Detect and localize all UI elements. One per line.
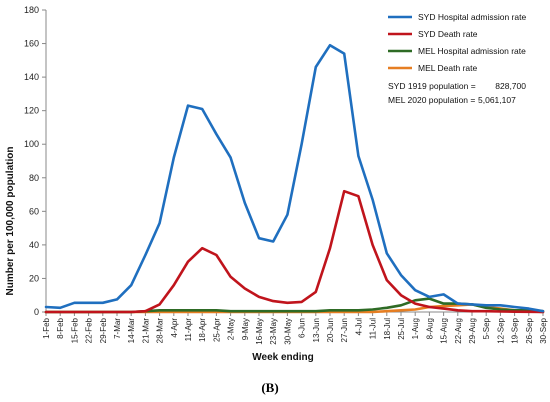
y-tick-label: 160 — [24, 39, 39, 49]
legend-label: SYD Hospital admission rate — [418, 12, 526, 22]
x-tick-label: 30-May — [283, 318, 292, 345]
x-tick-label: 29-Aug — [468, 318, 477, 344]
x-tick-label: 1-Feb — [42, 317, 51, 338]
population-note-label: MEL 2020 population = — [388, 95, 475, 105]
x-tick-label: 21-Mar — [141, 318, 150, 344]
x-tick-label: 26-Sep — [525, 317, 534, 343]
x-tick-label: 29-Feb — [99, 317, 108, 343]
x-tick-label: 22-Feb — [85, 317, 94, 343]
x-tick-label: 16-May — [255, 318, 264, 345]
figure-caption: (B) — [261, 380, 278, 395]
y-tick-label: 120 — [24, 106, 39, 116]
y-tick-label: 180 — [24, 5, 39, 15]
y-tick-label: 20 — [29, 273, 39, 283]
x-tick-label: 19-Sep — [511, 317, 520, 343]
x-tick-label: 6-Jun — [298, 318, 307, 338]
x-tick-label: 2-May — [227, 318, 236, 340]
x-tick-label: 25-Jul — [397, 318, 406, 340]
population-note-value: 5,061,107 — [478, 95, 516, 105]
series-line-1 — [44, 189, 545, 314]
x-tick-label: 22-Aug — [454, 318, 463, 344]
x-tick-label: 28-Mar — [156, 318, 165, 344]
x-tick-label: 11-Apr — [184, 318, 193, 342]
y-axis-title: Number per 100,000 population — [5, 147, 16, 296]
y-tick-label: 0 — [34, 307, 39, 317]
x-tick-label: 18-Jul — [383, 318, 392, 340]
x-tick-label: 25-Apr — [212, 318, 221, 342]
y-tick-label: 40 — [29, 240, 39, 250]
series-line-0 — [44, 43, 545, 313]
x-axis-title: Week ending — [252, 352, 314, 363]
x-tick-label: 15-Aug — [440, 318, 449, 344]
population-note-label: SYD 1919 population = — [388, 81, 476, 91]
x-tick-label: 13-Jun — [312, 318, 321, 342]
x-tick-label: 1-Aug — [411, 318, 420, 339]
x-tick-label: 9-May — [241, 318, 250, 340]
legend: SYD Hospital admission rate SYD Death rat… — [388, 12, 526, 73]
x-tick-label: 8-Aug — [425, 318, 434, 339]
y-axis: 0 20 40 60 80 100 120 140 160 180 — [24, 5, 47, 317]
x-tick-label: 4-Jul — [354, 318, 363, 336]
x-tick-label: 15-Feb — [70, 317, 79, 343]
y-tick-label: 140 — [24, 72, 39, 82]
x-tick-label: 30-Sep — [539, 317, 548, 343]
population-note-value: 828,700 — [495, 81, 526, 91]
legend-label: SYD Death rate — [418, 29, 478, 39]
x-tick-label: 20-Jun — [326, 318, 335, 342]
population-notes: SYD 1919 population = 828,700 MEL 2020 pop… — [388, 81, 526, 105]
x-tick-label: 23-May — [269, 318, 278, 345]
x-tick-label: 14-Mar — [127, 318, 136, 344]
x-tick-label: 27-Jun — [340, 318, 349, 342]
y-tick-label: 80 — [29, 173, 39, 183]
x-axis: 1-Feb 8-Feb 15-Feb 22-Feb 29-Feb 7-Mar 14-Mar 2… — [42, 311, 548, 345]
series-lines — [44, 43, 545, 314]
x-tick-label: 11-Jul — [369, 318, 378, 339]
legend-label: MEL Hospital admission rate — [418, 46, 526, 56]
x-tick-label: 8-Feb — [56, 317, 65, 338]
x-tick-label: 12-Sep — [496, 317, 505, 343]
y-tick-label: 60 — [29, 206, 39, 216]
x-tick-label: 7-Mar — [113, 318, 122, 339]
x-tick-label: 5-Sep — [482, 317, 491, 339]
x-tick-label: 18-Apr — [198, 318, 207, 342]
y-tick-label: 100 — [24, 139, 39, 149]
legend-label: MEL Death rate — [418, 63, 477, 73]
x-tick-label: 4-Apr — [170, 318, 179, 338]
